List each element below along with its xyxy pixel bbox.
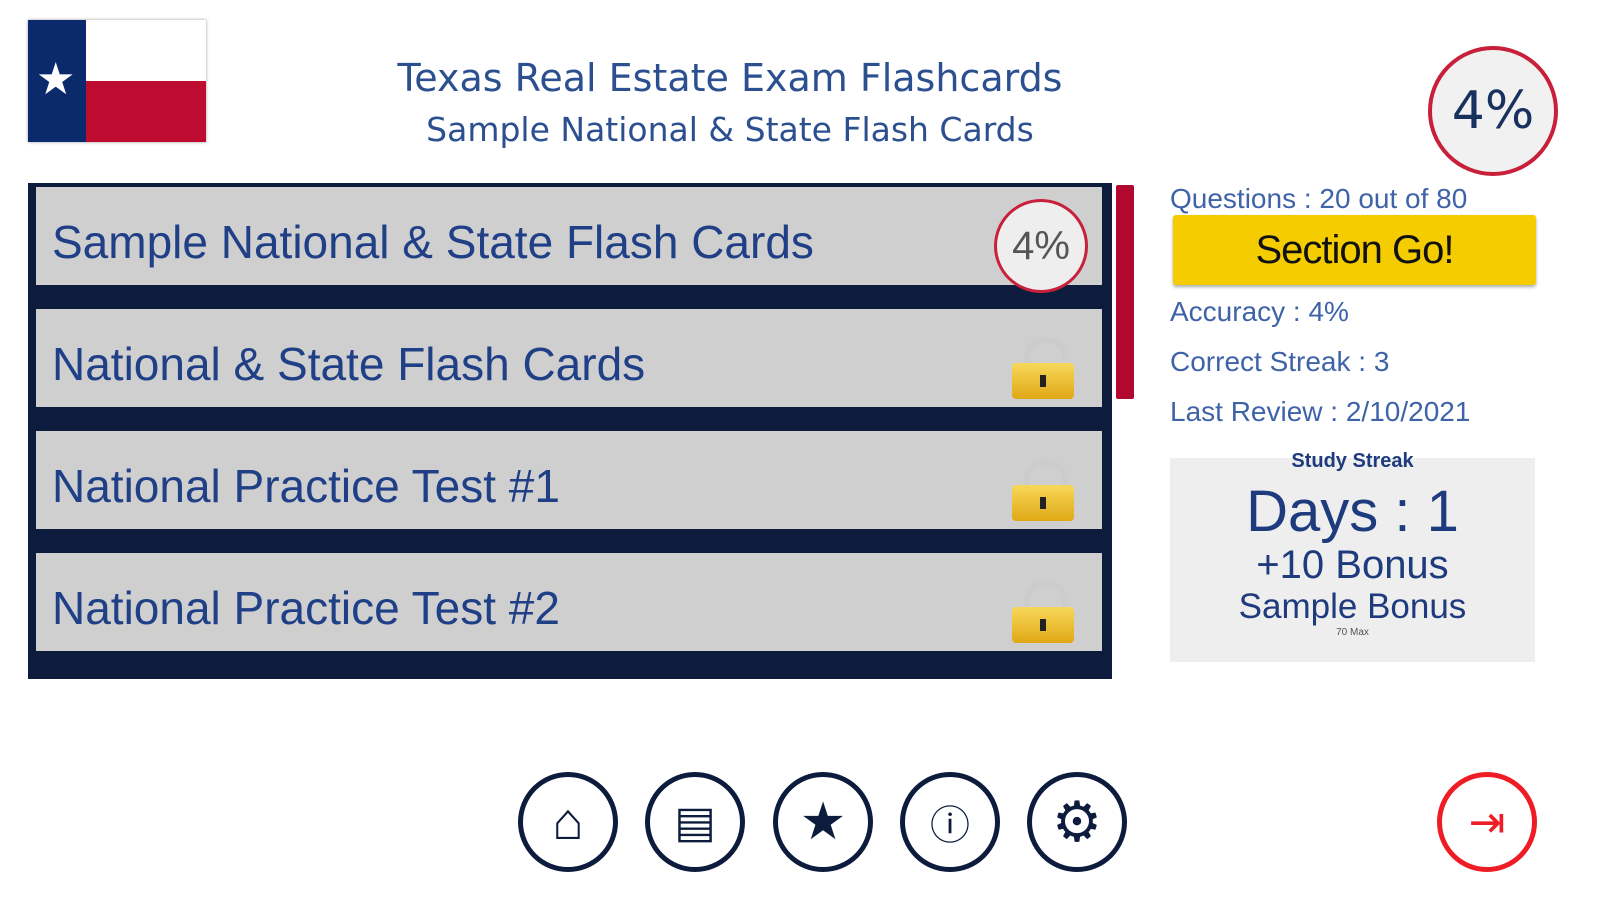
document-icon[interactable]: ▤ xyxy=(645,772,745,872)
lock-icon xyxy=(1012,337,1074,399)
info-icon[interactable]: ⓘ xyxy=(900,772,1000,872)
lock-icon xyxy=(1012,459,1074,521)
streak-bonus: +10 Bonus xyxy=(1256,543,1449,587)
section-label: National & State Flash Cards xyxy=(52,338,646,390)
section-label: National Practice Test #2 xyxy=(52,582,560,634)
study-streak-panel: Study Streak Days : 1 +10 Bonus Sample B… xyxy=(1170,450,1535,662)
exit-icon[interactable]: ⇥ xyxy=(1437,772,1537,872)
lock-icon xyxy=(1012,581,1074,643)
section-progress-badge: 4% xyxy=(994,199,1088,293)
accuracy-stat: Accuracy : 4% xyxy=(1170,296,1349,327)
section-row[interactable]: National Practice Test #2 xyxy=(36,553,1102,657)
home-icon[interactable]: ⌂ xyxy=(518,772,618,872)
settings-icon[interactable]: ⚙ xyxy=(1027,772,1127,872)
section-row[interactable]: Sample National & State Flash Cards 4% xyxy=(36,187,1102,293)
correct-streak-stat: Correct Streak : 3 xyxy=(1170,346,1390,377)
streak-days: Days : 1 xyxy=(1246,479,1459,544)
last-review-stat: Last Review : 2/10/2021 xyxy=(1170,396,1471,427)
app-title: Texas Real Estate Exam Flashcards xyxy=(397,56,1063,100)
streak-max: 70 Max xyxy=(1336,627,1369,638)
section-label: National Practice Test #1 xyxy=(52,460,560,512)
star-icon[interactable]: ★ xyxy=(773,772,873,872)
section-row[interactable]: National & State Flash Cards xyxy=(36,309,1102,413)
list-scrollbar[interactable] xyxy=(1116,185,1134,399)
overall-progress-badge: 4% xyxy=(1428,46,1558,176)
section-list: Sample National & State Flash Cards 4% N… xyxy=(28,183,1112,679)
texas-flag-logo: ★ xyxy=(28,20,206,142)
streak-heading: Study Streak xyxy=(1291,450,1414,472)
section-go-button[interactable]: Section Go! xyxy=(1173,215,1536,285)
app-subtitle: Sample National & State Flash Cards xyxy=(426,110,1034,149)
section-row[interactable]: National Practice Test #1 xyxy=(36,431,1102,535)
section-label: Sample National & State Flash Cards xyxy=(52,216,814,268)
sample-bonus: Sample Bonus xyxy=(1238,587,1467,626)
star-icon: ★ xyxy=(36,55,76,104)
questions-stat: Questions : 20 out of 80 xyxy=(1170,183,1468,214)
